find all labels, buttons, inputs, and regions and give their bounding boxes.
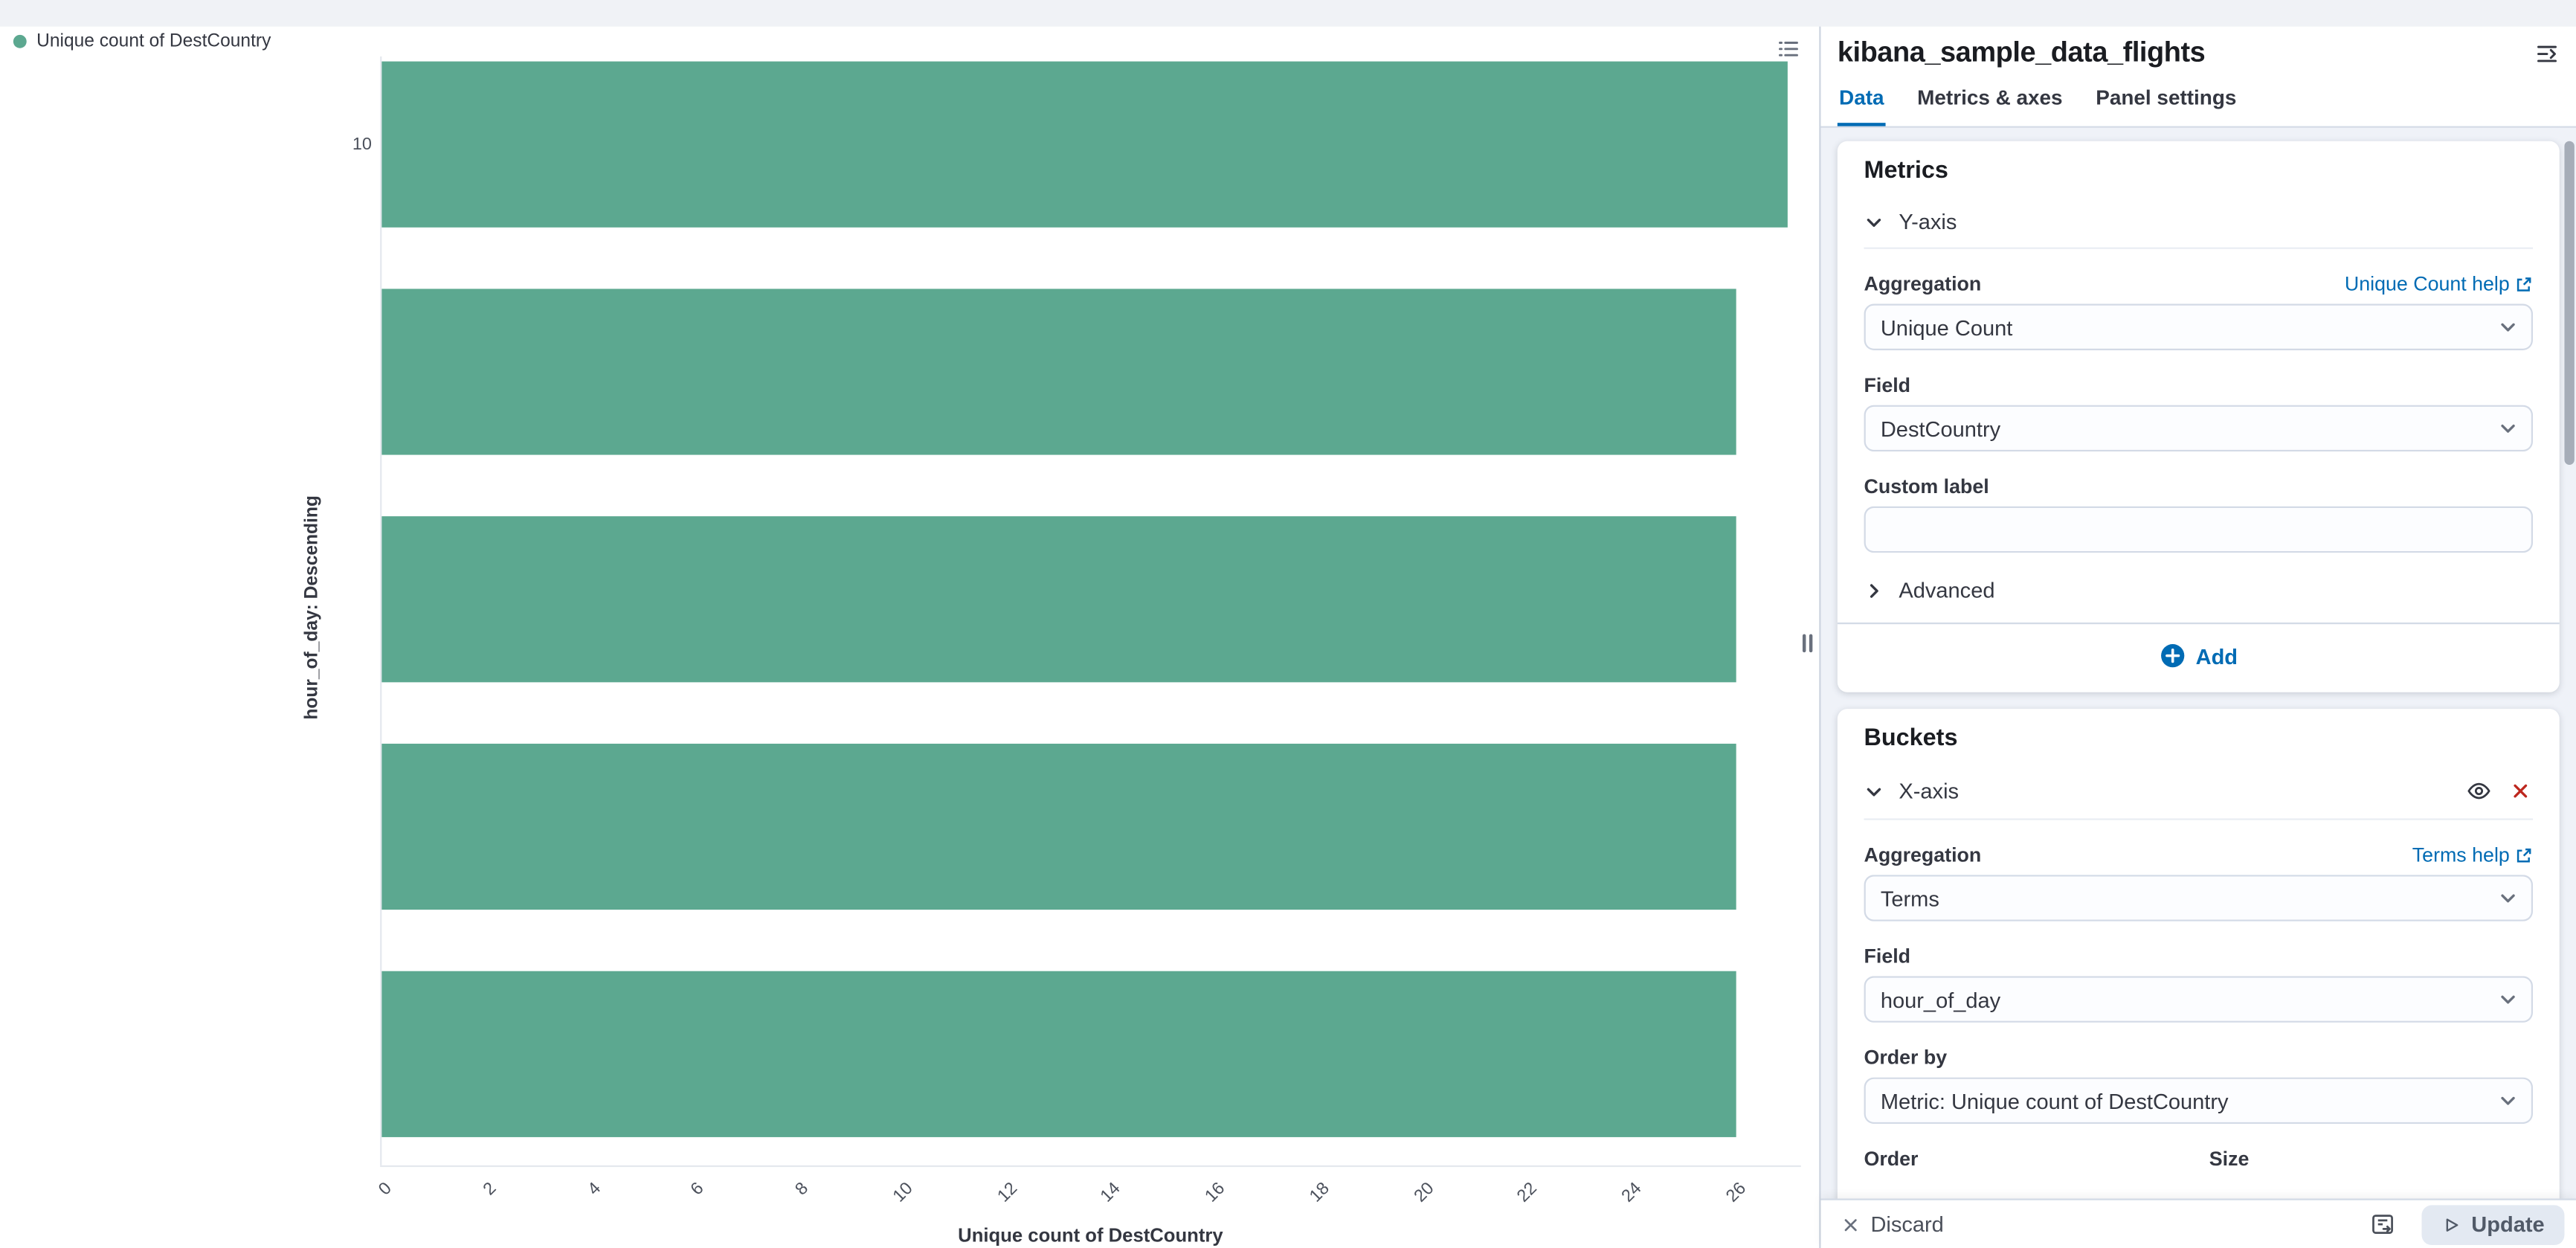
x-axis-tick-label: 8 <box>791 1178 813 1200</box>
x-axis-accordion-label: X-axis <box>1899 778 1960 804</box>
chart-bar[interactable] <box>381 971 1736 1137</box>
external-link-icon <box>2517 847 2531 862</box>
chevron-down-icon <box>1864 781 1884 801</box>
external-link-icon <box>2517 277 2531 291</box>
x-axis-tick-label: 22 <box>1513 1178 1542 1207</box>
add-metric-button[interactable]: Add <box>1864 624 2533 672</box>
top-strip <box>0 0 2576 27</box>
discard-label: Discard <box>1870 1212 1944 1237</box>
buckets-heading: Buckets <box>1864 725 1958 753</box>
x-axis-tick-label: 2 <box>479 1178 500 1200</box>
tab-metrics-axes[interactable]: Metrics & axes <box>1917 86 2063 110</box>
bucket-aggregation-value: Terms <box>1880 885 1939 911</box>
chevron-right-icon <box>1864 580 1884 600</box>
discard-button[interactable]: Discard <box>1841 1212 1944 1237</box>
custom-label-label: Custom label <box>1864 475 1989 498</box>
chevron-down-icon <box>2498 317 2518 341</box>
x-axis-tick-label: 10 <box>889 1178 917 1207</box>
close-icon <box>1844 1218 1857 1231</box>
help-link-text: Unique Count help <box>2344 272 2510 296</box>
chevron-down-icon <box>2498 418 2518 443</box>
legend-toggle-icon[interactable] <box>1773 33 1803 63</box>
x-axis-tick-label: 20 <box>1409 1178 1438 1207</box>
order-by-select[interactable]: Metric: Unique count of DestCountry <box>1864 1077 2534 1125</box>
metrics-heading: Metrics <box>1864 158 1948 184</box>
chevron-down-icon <box>2498 1090 2518 1115</box>
order-by-label: Order by <box>1864 1046 1948 1070</box>
bucket-aggregation-select[interactable]: Terms <box>1864 875 2534 921</box>
chevron-down-icon <box>1864 212 1884 232</box>
remove-bucket-cross-icon[interactable] <box>2508 779 2533 803</box>
bucket-field-value: hour_of_day <box>1880 986 2001 1012</box>
divider <box>1864 818 2534 820</box>
x-axis-title: Unique count of DestCountry <box>958 1226 1223 1247</box>
chart-bar[interactable] <box>381 61 1788 228</box>
x-axis-tick-label: 26 <box>1722 1178 1751 1207</box>
field-label: Field <box>1864 373 1911 397</box>
tab-panel-settings[interactable]: Panel settings <box>2096 86 2237 110</box>
toggle-visibility-eye-icon[interactable] <box>2465 777 2493 805</box>
x-axis-accordion[interactable]: X-axis <box>1864 777 2533 805</box>
help-link-text: Terms help <box>2412 843 2510 867</box>
x-axis-tick-label: 4 <box>583 1178 605 1200</box>
buckets-card: Buckets X-axis Aggregation <box>1837 709 2560 1199</box>
aggregation-label: Aggregation <box>1864 843 1982 867</box>
visualization-editor-panel: kibana_sample_data_flights Data Metrics … <box>1819 0 2576 1248</box>
editor-tabs: Data Metrics & axes Panel settings <box>1837 73 2563 126</box>
order-label: Order <box>1864 1147 1919 1171</box>
panel-header: kibana_sample_data_flights Data Metrics … <box>1820 27 2576 128</box>
advanced-accordion[interactable]: Advanced <box>1864 578 2533 602</box>
aggregation-label: Aggregation <box>1864 272 1982 296</box>
chart-pane: Unique count of DestCountry 10 0 2 4 6 8 10 12 1… <box>0 26 1820 1248</box>
y-axis-line <box>380 56 382 1165</box>
chevron-down-icon <box>2498 888 2518 913</box>
auto-apply-toggle-icon[interactable] <box>2367 1209 2398 1240</box>
y-axis-accordion[interactable]: Y-axis <box>1864 209 2533 234</box>
scrollbar-thumb[interactable] <box>2564 141 2575 465</box>
size-label: Size <box>2209 1147 2250 1171</box>
aggregation-select-value: Unique Count <box>1880 314 2013 340</box>
metrics-card: Metrics Y-axis Aggregation Unique Count … <box>1837 141 2560 692</box>
y-axis-accordion-label: Y-axis <box>1899 209 1957 234</box>
chart-legend-item[interactable]: Unique count of DestCountry <box>13 31 271 51</box>
y-axis-tick-label: 10 <box>352 134 372 155</box>
advanced-accordion-label: Advanced <box>1899 577 1995 603</box>
update-label: Update <box>2471 1212 2545 1237</box>
legend-label: Unique count of DestCountry <box>36 31 271 52</box>
chevron-down-icon <box>2498 989 2518 1014</box>
bucket-field-select[interactable]: hour_of_day <box>1864 976 2534 1023</box>
update-button[interactable]: Update <box>2421 1204 2565 1244</box>
y-axis-title: hour_of_day: Descending <box>302 495 323 720</box>
panel-resize-handle[interactable] <box>1802 634 1813 653</box>
legend-swatch <box>13 34 27 48</box>
divider <box>1837 623 2560 625</box>
chart-bar[interactable] <box>381 289 1736 455</box>
divider <box>1864 247 2534 249</box>
bar-chart-plot: 10 0 2 4 6 8 10 12 14 16 18 20 22 24 26 <box>0 27 1819 1248</box>
panel-title: kibana_sample_data_flights <box>1837 36 2206 68</box>
field-select-value: DestCountry <box>1880 416 2001 441</box>
editor-content: Metrics Y-axis Aggregation Unique Count … <box>1820 127 2576 1199</box>
chart-bar[interactable] <box>381 516 1736 683</box>
order-by-value: Metric: Unique count of DestCountry <box>1880 1088 2229 1113</box>
editor-footer: Discard Update <box>1820 1198 2576 1248</box>
plus-in-circle-icon <box>2160 644 2184 668</box>
x-axis-tick-label: 6 <box>687 1178 709 1200</box>
add-button-label: Add <box>2195 643 2238 669</box>
x-axis-tick-label: 18 <box>1305 1178 1333 1207</box>
unique-count-help-link[interactable]: Unique Count help <box>2345 272 2533 295</box>
bucket-field-label: Field <box>1864 945 1911 968</box>
field-select[interactable]: DestCountry <box>1864 405 2534 452</box>
x-axis-tick-label: 0 <box>375 1178 396 1200</box>
x-axis-tick-label: 24 <box>1617 1178 1646 1207</box>
collapse-panel-icon[interactable] <box>2531 37 2563 68</box>
custom-label-input[interactable] <box>1864 506 2534 553</box>
aggregation-select[interactable]: Unique Count <box>1864 303 2534 350</box>
x-axis-line <box>380 1165 1801 1168</box>
terms-help-link[interactable]: Terms help <box>2412 843 2533 866</box>
chart-bar[interactable] <box>381 743 1736 910</box>
play-icon <box>2446 1218 2459 1231</box>
tab-data[interactable]: Data <box>1837 73 1886 126</box>
